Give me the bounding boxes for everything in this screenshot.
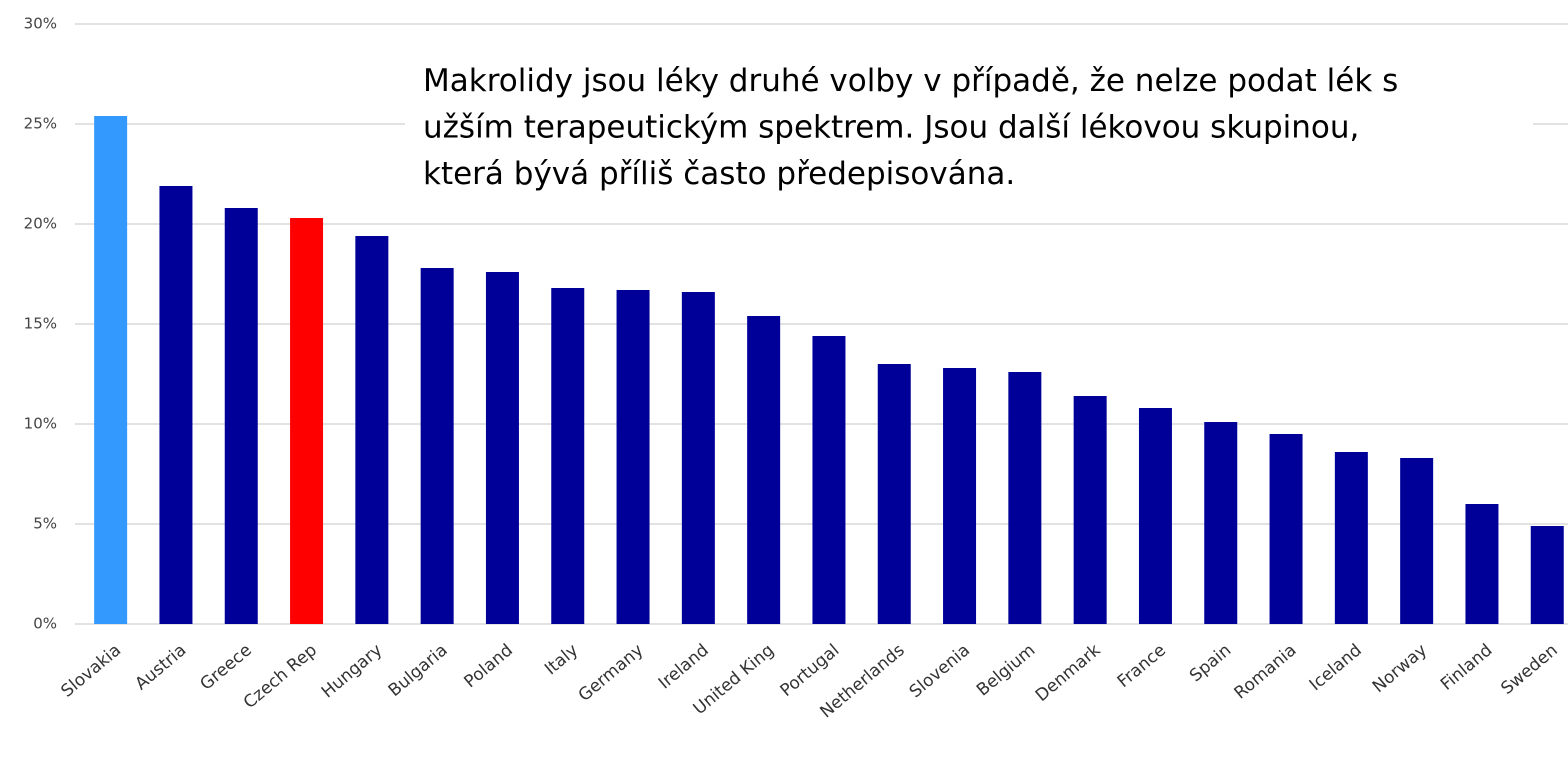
x-tick-label: Czech Rep: [240, 640, 321, 713]
bar: [1073, 396, 1107, 624]
x-tick-label: Iceland: [1306, 640, 1366, 695]
bar: [159, 186, 193, 624]
x-tick-label: Ireland: [655, 640, 713, 693]
y-tick-label: 25%: [24, 115, 57, 133]
bar: [355, 236, 389, 624]
x-tick-label: Italy: [541, 640, 582, 679]
x-tick-label: Slovenia: [906, 640, 974, 702]
y-tick-label: 30%: [24, 15, 57, 33]
bar: [1334, 452, 1368, 624]
x-tick-label: France: [1114, 640, 1170, 692]
bar: [877, 364, 911, 624]
bar: [1269, 434, 1303, 624]
bar: [681, 292, 715, 624]
x-tick-label: Poland: [461, 640, 517, 692]
x-tick-label: Austria: [132, 640, 191, 694]
x-tick-label: Denmark: [1032, 640, 1105, 706]
x-tick-label: Finland: [1437, 640, 1496, 694]
y-tick-label: 5%: [33, 515, 57, 533]
x-tick-label: Slovakia: [58, 640, 126, 701]
x-tick-label: Greece: [196, 640, 255, 694]
bar: [94, 116, 128, 624]
x-tick-label: Belgium: [973, 640, 1039, 700]
bar: [943, 368, 977, 624]
x-tick-label: Norway: [1369, 640, 1431, 697]
bar: [616, 290, 650, 624]
annotation-line: Makrolidy jsou léky druhé volby v případ…: [423, 63, 1398, 99]
bar: [1204, 422, 1238, 624]
annotation-line: která bývá příliš často předepisována.: [423, 156, 1015, 192]
bar: [1465, 504, 1499, 624]
x-tick-label: Spain: [1186, 640, 1235, 686]
x-tick-label: Hungary: [318, 640, 386, 702]
x-tick-label: Sweden: [1497, 640, 1561, 699]
bar: [1400, 458, 1434, 624]
y-tick-label: 15%: [24, 315, 57, 333]
bar: [485, 272, 519, 624]
bar: [290, 218, 324, 624]
bar: [812, 336, 846, 624]
annotation-line: užším terapeutickým spektrem. Jsou další…: [423, 110, 1359, 146]
bar: [551, 288, 585, 624]
x-tick-label: Germany: [575, 640, 648, 706]
annotation-box: [405, 42, 1533, 202]
bar: [1138, 408, 1172, 624]
x-tick-label: Bulgaria: [385, 640, 452, 701]
bar: [224, 208, 258, 624]
bar: [420, 268, 454, 624]
y-tick-label: 10%: [24, 415, 57, 433]
x-tick-label: Romania: [1231, 640, 1301, 703]
bar: [1530, 526, 1564, 624]
bar: [1008, 372, 1042, 624]
bar: [747, 316, 781, 624]
y-tick-label: 0%: [33, 615, 57, 633]
y-tick-label: 20%: [24, 215, 57, 233]
